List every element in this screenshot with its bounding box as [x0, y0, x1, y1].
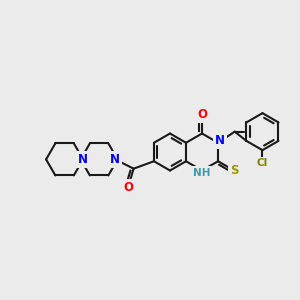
Text: NH: NH: [193, 167, 211, 178]
Text: N: N: [78, 153, 88, 166]
Text: Cl: Cl: [257, 158, 268, 168]
Text: S: S: [230, 164, 238, 177]
Text: N: N: [215, 134, 225, 147]
Text: N: N: [110, 153, 120, 166]
Text: O: O: [123, 181, 133, 194]
Text: O: O: [197, 109, 207, 122]
